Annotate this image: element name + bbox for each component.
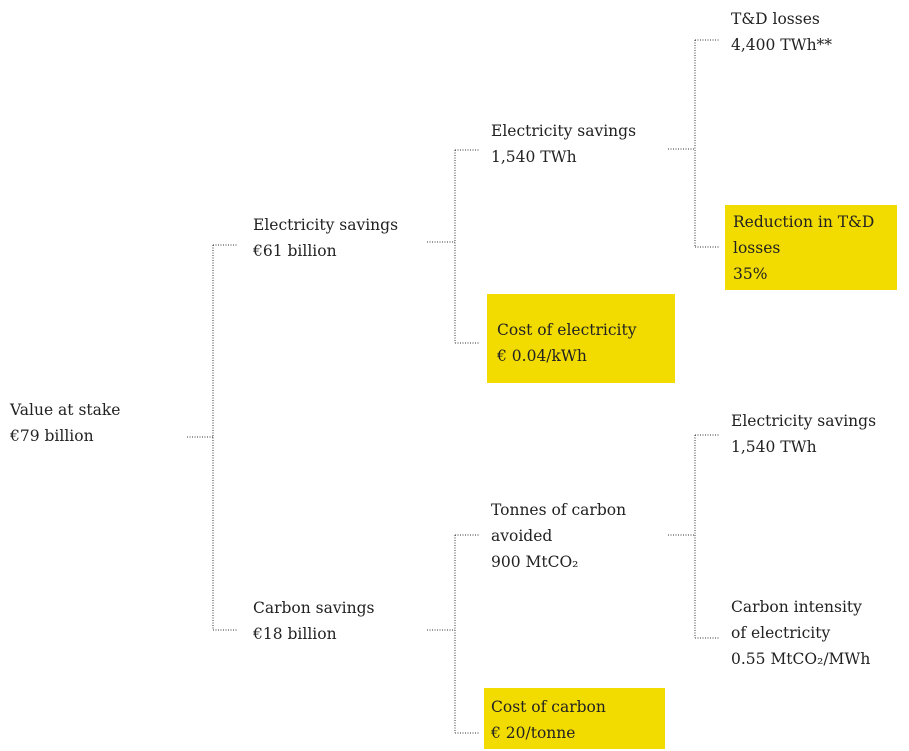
node-line: Electricity savings [491, 122, 637, 140]
node-line: Cost of carbon [491, 698, 606, 716]
node-line: €18 billion [253, 625, 337, 643]
node-line: 35% [733, 265, 768, 283]
node-line: losses [733, 239, 781, 257]
node-line: Reduction in T&D [733, 213, 875, 231]
node-line: 1,540 TWh [491, 148, 577, 166]
node-line: Value at stake [10, 401, 121, 419]
node: Tonnes of carbon avoided 900 MtCO₂ [491, 497, 626, 575]
node: Electricity savings 1,540 TWh [491, 118, 636, 170]
node-line: 0.55 MtCO₂/MWh [731, 650, 871, 668]
node-line: of electricity [731, 624, 831, 642]
node-line: Cost of electricity [497, 321, 637, 339]
highlighted-node: Cost of carbon € 20/tonne [484, 688, 665, 749]
node: Value at stake €79 billion [10, 397, 120, 449]
node-line: 1,540 TWh [731, 438, 817, 456]
node-line: € 0.04/kWh [497, 347, 587, 365]
node-line: € 20/tonne [491, 724, 576, 742]
node: Carbon intensity of electricity 0.55 MtCO₂… [731, 594, 870, 672]
node-line: Tonnes of carbon [491, 501, 627, 519]
node-line: €61 billion [253, 242, 337, 260]
node-line: Electricity savings [253, 216, 399, 234]
node-line: €79 billion [10, 427, 94, 445]
node-line: 4,400 TWh** [731, 36, 833, 54]
node: Electricity savings €61 billion [253, 212, 398, 264]
node: T&D losses 4,400 TWh** [731, 6, 832, 58]
node-line: Carbon intensity [731, 598, 862, 616]
node-line: 900 MtCO₂ [491, 553, 579, 571]
node-line: avoided [491, 527, 553, 545]
node: Carbon savings €18 billion [253, 595, 374, 647]
highlighted-node: Cost of electricity € 0.04/kWh [487, 294, 675, 383]
node-line: T&D losses [731, 10, 820, 28]
node: Electricity savings 1,540 TWh [731, 408, 876, 460]
node-line: Electricity savings [731, 412, 877, 430]
highlighted-node: Reduction in T&D losses 35% [725, 205, 897, 290]
node-line: Carbon savings [253, 599, 375, 617]
